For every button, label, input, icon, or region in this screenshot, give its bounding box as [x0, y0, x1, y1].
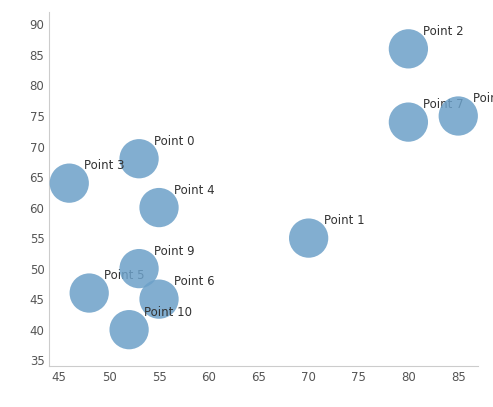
Text: Point 4: Point 4: [174, 184, 214, 197]
Point: [155, 296, 163, 302]
Text: Point 3: Point 3: [84, 159, 125, 172]
Text: Point 5: Point 5: [104, 269, 144, 282]
Point: [404, 46, 412, 52]
Point: [135, 265, 143, 272]
Point: [404, 119, 412, 125]
Point: [65, 180, 73, 186]
Text: Point 6: Point 6: [174, 275, 214, 288]
Point: [305, 235, 313, 241]
Text: Point 9: Point 9: [154, 245, 195, 258]
Point: [155, 204, 163, 211]
Point: [85, 290, 93, 296]
Point: [135, 155, 143, 162]
Text: Point 8: Point 8: [473, 92, 493, 105]
Text: Point 0: Point 0: [154, 135, 195, 148]
Text: Point 7: Point 7: [423, 98, 464, 111]
Point: [455, 113, 462, 119]
Text: Point 2: Point 2: [423, 25, 464, 38]
Text: Point 10: Point 10: [144, 306, 192, 319]
Text: Point 1: Point 1: [323, 214, 364, 227]
Point: [125, 326, 133, 333]
